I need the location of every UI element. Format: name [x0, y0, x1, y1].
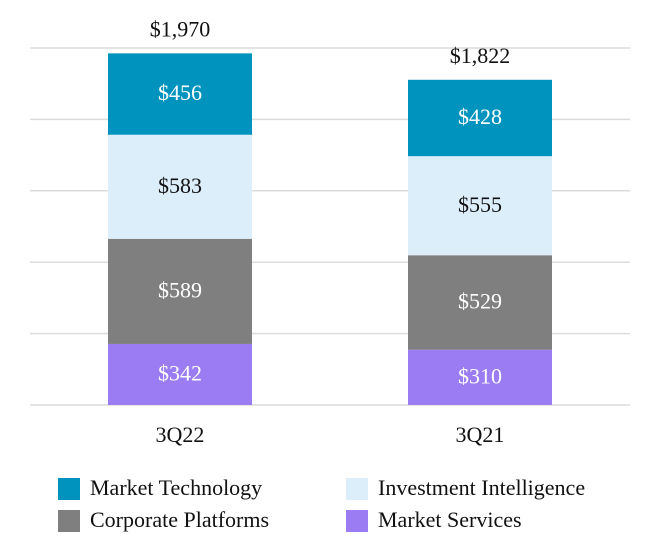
bar-segment: [408, 156, 552, 256]
value-label: $428: [458, 104, 502, 129]
bar-segment: [108, 134, 252, 239]
legend-swatch: [346, 478, 368, 500]
legend-label: Market Services: [378, 507, 522, 532]
bar-segment: [408, 349, 552, 405]
legend-label: Market Technology: [90, 475, 262, 500]
total-label: $1,970: [150, 16, 211, 41]
value-label: $583: [158, 173, 202, 198]
bar-segment: [408, 255, 552, 350]
value-label: $555: [458, 192, 502, 217]
value-label: $529: [458, 288, 502, 313]
value-label: $342: [158, 361, 202, 386]
legend-swatch: [346, 510, 368, 532]
x-tick-label: 3Q21: [456, 422, 505, 447]
x-tick-label: 3Q22: [156, 422, 205, 447]
value-label: $310: [458, 363, 502, 388]
legend-swatch: [58, 478, 80, 500]
legend-swatch: [58, 510, 80, 532]
total-label: $1,822: [450, 43, 511, 68]
bar-segment: [108, 53, 252, 135]
value-label: $456: [158, 80, 202, 105]
legend-label: Corporate Platforms: [90, 507, 269, 532]
legend-label: Investment Intelligence: [378, 475, 585, 500]
value-label: $589: [158, 277, 202, 302]
bar-segment: [108, 238, 252, 344]
bar-segment: [108, 343, 252, 405]
bar-segment: [408, 79, 552, 157]
